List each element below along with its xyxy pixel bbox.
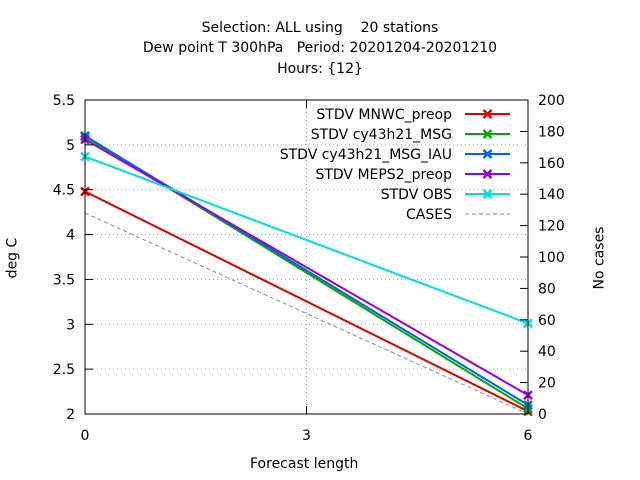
legend-label-stdv-meps2-preop: STDV MEPS2_preop bbox=[315, 167, 452, 183]
series-lines bbox=[84, 135, 529, 415]
chart-title-line-3: Hours: {12} bbox=[277, 61, 363, 77]
marker-stroke bbox=[482, 189, 493, 199]
legend-marker-stdv-cy43h21-msg-iau bbox=[482, 149, 493, 159]
series-line-stdv-cy43h21-msg-iau bbox=[84, 135, 529, 406]
y2-tick-label: 180 bbox=[538, 124, 565, 140]
y-tick-label: 5.5 bbox=[53, 93, 75, 109]
axis-ticks bbox=[84, 99, 529, 415]
legend: STDV MNWC_preop STDV cy43h21_MSG STDV cy43… bbox=[280, 107, 510, 223]
series-line-stdv-mnwc-preop bbox=[84, 190, 529, 413]
axis-tick-labels: 22.533.544.555.5020406080100120140160180… bbox=[53, 93, 565, 444]
x-tick-label: 0 bbox=[81, 428, 90, 444]
y-axis-label: deg C bbox=[4, 237, 21, 279]
legend-label-stdv-cy43h21-msg-iau: STDV cy43h21_MSG_IAU bbox=[280, 147, 452, 163]
x-tick-label: 6 bbox=[524, 428, 533, 444]
y2-tick-label: 80 bbox=[538, 281, 556, 297]
marker-stroke bbox=[482, 149, 493, 159]
y-tick-label: 2 bbox=[66, 407, 75, 423]
y2-tick-label: 100 bbox=[538, 250, 565, 266]
legend-label-cases: CASES bbox=[406, 207, 452, 223]
x-tick-label: 3 bbox=[302, 428, 311, 444]
y2-tick-label: 60 bbox=[538, 313, 556, 329]
y2-tick-label: 200 bbox=[538, 93, 565, 109]
y2-tick-label: 160 bbox=[538, 156, 565, 172]
legend-marker-stdv-meps2-preop bbox=[482, 169, 493, 179]
y2-axis-label: No cases bbox=[591, 226, 608, 290]
series-line-cases bbox=[84, 212, 529, 415]
legend-label-stdv-obs: STDV OBS bbox=[381, 187, 452, 203]
legend-label-stdv-mnwc-preop: STDV MNWC_preop bbox=[316, 107, 452, 123]
marker-stroke bbox=[482, 109, 493, 119]
legend-marker-stdv-obs bbox=[482, 189, 493, 199]
marker-stroke bbox=[482, 129, 493, 139]
y2-tick-label: 0 bbox=[538, 407, 547, 423]
y2-tick-label: 140 bbox=[538, 187, 565, 203]
legend-marker-stdv-cy43h21-msg bbox=[482, 129, 493, 139]
y2-tick-label: 40 bbox=[538, 344, 556, 360]
y2-tick-label: 120 bbox=[538, 219, 565, 235]
legend-marker-stdv-mnwc-preop bbox=[482, 109, 493, 119]
y-tick-label: 3 bbox=[66, 317, 75, 333]
chart-title-line-1: Selection: ALL using 20 stations bbox=[201, 20, 439, 36]
chart-title-line-2: Dew point T 300hPa Period: 20201204-2020… bbox=[142, 40, 498, 56]
y-tick-label: 2.5 bbox=[53, 362, 75, 378]
x-axis-label: Forecast length bbox=[250, 456, 359, 472]
series-line-stdv-meps2-preop bbox=[84, 138, 529, 397]
grid-lines bbox=[85, 100, 528, 414]
y-tick-label: 3.5 bbox=[53, 272, 75, 288]
series-line-stdv-obs bbox=[84, 155, 529, 325]
y-tick-label: 4 bbox=[66, 228, 75, 244]
y-tick-label: 5 bbox=[66, 138, 75, 154]
marker-stroke bbox=[482, 169, 493, 179]
legend-label-stdv-cy43h21-msg: STDV cy43h21_MSG bbox=[311, 127, 452, 143]
y2-tick-label: 20 bbox=[538, 376, 556, 392]
y-tick-label: 4.5 bbox=[53, 183, 75, 199]
